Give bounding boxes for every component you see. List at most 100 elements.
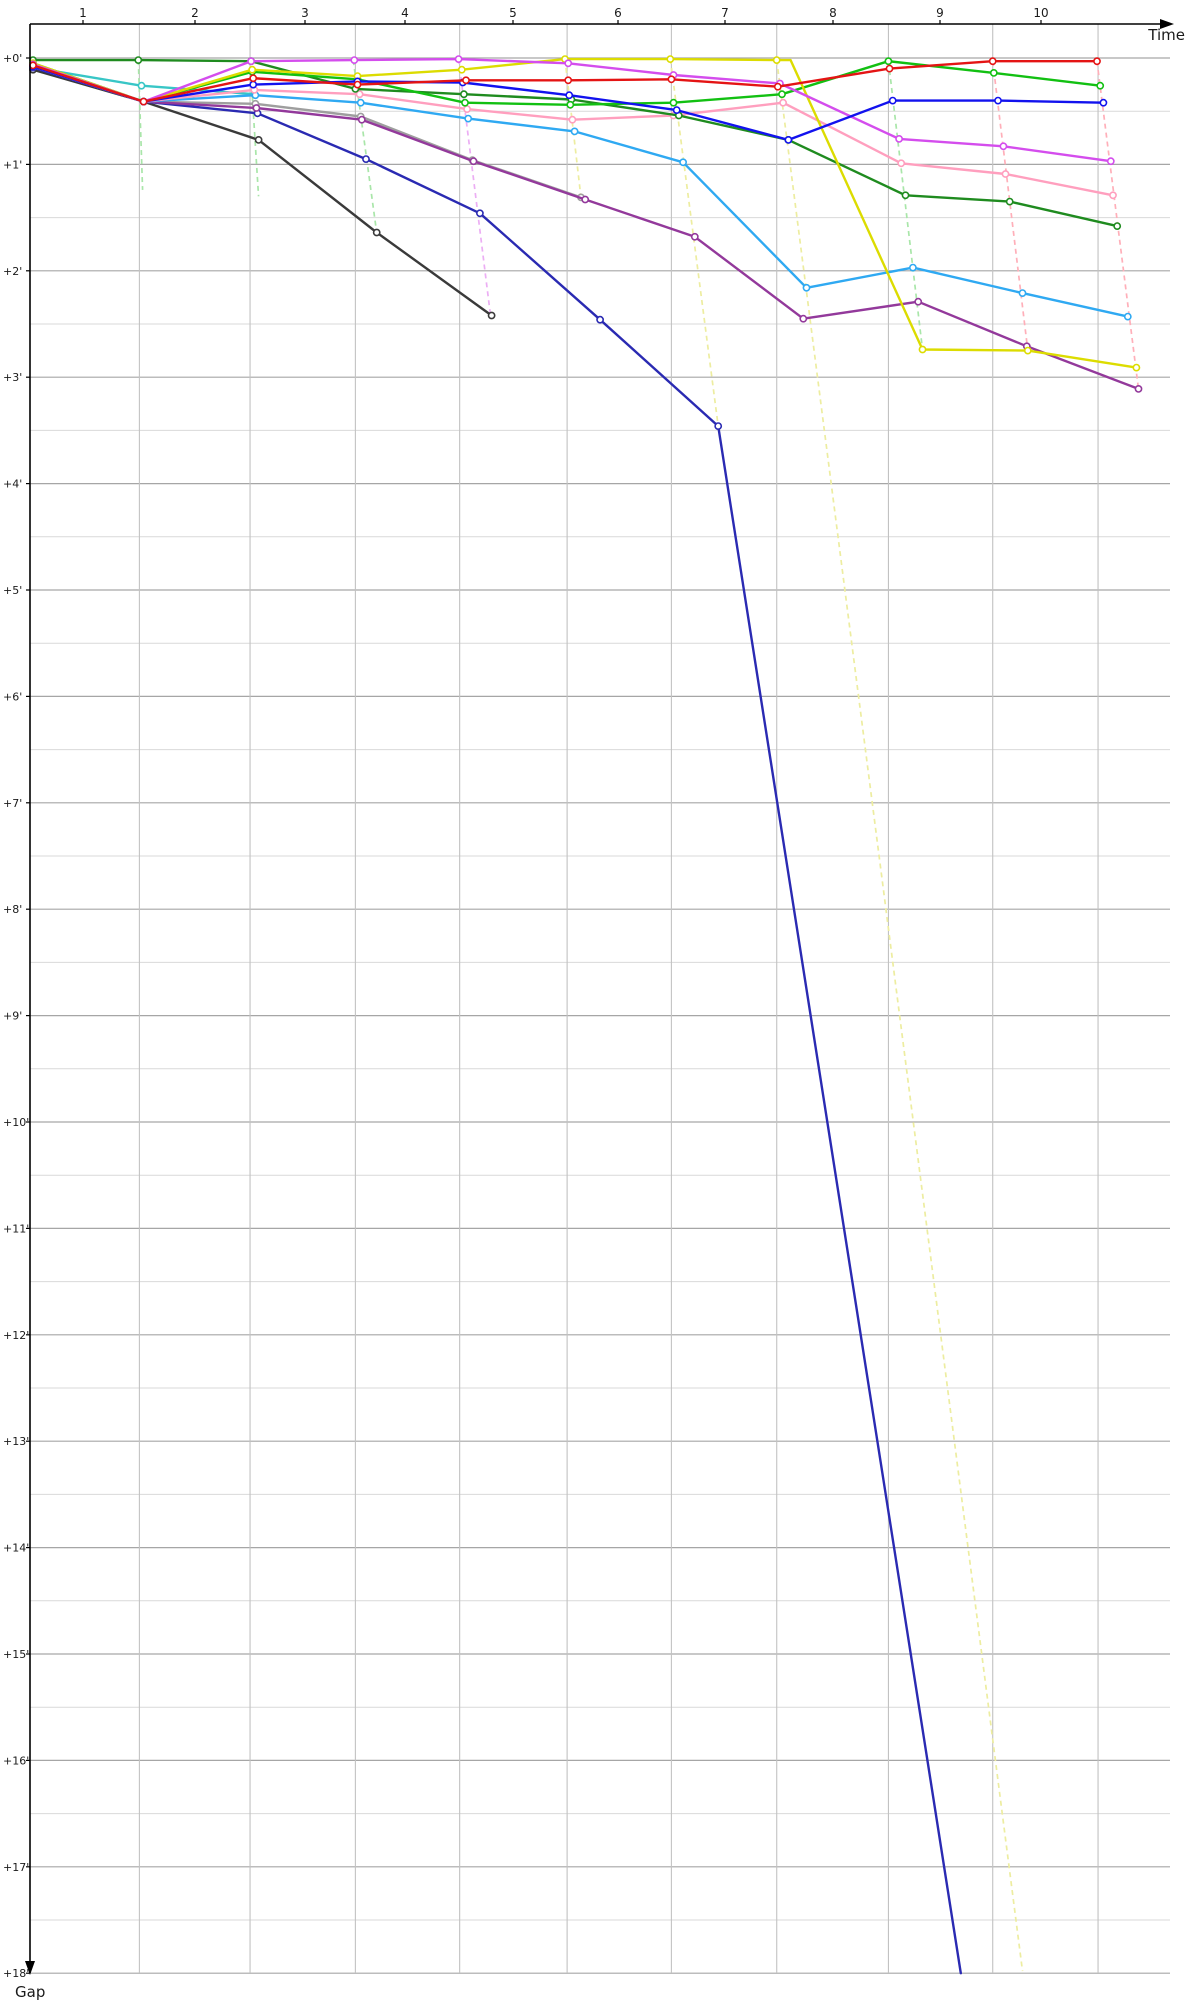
data-point-yellow — [457, 65, 466, 74]
data-point-black — [372, 228, 381, 237]
data-point-dark-green — [1005, 197, 1014, 206]
data-point-bright-green — [1096, 81, 1105, 90]
x-tick-label: 9 — [936, 6, 944, 20]
data-point-bright-green — [989, 69, 998, 77]
data-point-purple — [690, 232, 699, 241]
drop-line-lap6-yellow — [669, 58, 720, 427]
data-point-magenta — [350, 56, 359, 64]
series-line-purple — [31, 65, 1140, 391]
data-point-pink — [355, 90, 364, 99]
data-point-dark-green — [1113, 222, 1122, 230]
data-point-purple — [469, 157, 478, 166]
data-point-bright-green — [566, 100, 575, 109]
data-point-red — [462, 76, 470, 85]
data-point-red — [139, 97, 148, 106]
y-tick-label: +10' — [3, 1116, 29, 1129]
x-tick-label: 7 — [721, 6, 729, 20]
drop-line-lap9-pink — [991, 61, 1029, 351]
x-tick-label: 1 — [79, 6, 87, 20]
data-point-bright-green — [461, 98, 469, 107]
x-tick-label: 2 — [191, 6, 199, 20]
y-tick-label: +5' — [3, 584, 22, 597]
data-point-pink — [1109, 191, 1117, 200]
data-point-bright-green — [669, 98, 678, 107]
y-tick-label: +0' — [3, 52, 22, 65]
data-point-sky-blue — [1018, 289, 1027, 297]
data-point-red — [773, 82, 782, 91]
y-tick-label: +7' — [3, 797, 22, 810]
drop-line-lap7-yellow — [775, 60, 1024, 1972]
data-point-yellow — [772, 56, 781, 64]
data-point-red — [988, 57, 997, 66]
y-tick-label: +12' — [3, 1329, 29, 1342]
series-layer — [29, 55, 1143, 1975]
grid-layer — [30, 24, 1170, 1974]
y-tick-label: +14' — [3, 1542, 29, 1555]
data-point-blue — [565, 91, 574, 100]
data-point-dark-green — [134, 56, 143, 64]
data-point-sky-blue — [909, 263, 917, 272]
y-tick-label: +8' — [3, 903, 22, 916]
data-point-purple — [357, 115, 366, 124]
series-line-yellow — [31, 57, 1138, 369]
data-point-magenta — [454, 55, 463, 63]
x-tick-label: 10 — [1033, 6, 1048, 20]
data-point-purple — [799, 314, 808, 323]
x-tick-label: 4 — [401, 6, 409, 20]
series-line-navy — [31, 66, 962, 1975]
data-point-navy — [362, 155, 370, 163]
data-point-magenta — [1106, 157, 1115, 166]
data-point-red — [249, 74, 258, 83]
data-point-yellow — [1132, 363, 1141, 372]
data-point-blue — [888, 96, 897, 105]
data-point-magenta — [999, 142, 1008, 151]
data-point-yellow — [666, 55, 675, 63]
y-tick-label: +9' — [3, 1010, 22, 1023]
data-point-pink — [1001, 170, 1010, 178]
data-point-pink — [568, 115, 577, 124]
x-tick-label: 8 — [829, 6, 837, 20]
data-point-navy — [596, 315, 604, 324]
x-tick-label: 6 — [614, 6, 622, 20]
data-point-dark-green — [901, 191, 910, 200]
x-tick-label: 5 — [509, 6, 517, 20]
y-tick-label: +13' — [3, 1435, 29, 1448]
y-tick-label: +6' — [3, 690, 22, 703]
data-point-pink — [463, 105, 471, 113]
data-point-blue — [994, 96, 1002, 105]
y-tick-label: +1' — [3, 158, 22, 171]
data-point-purple — [581, 195, 590, 204]
data-point-black — [487, 311, 496, 320]
data-point-red — [885, 64, 894, 73]
data-point-black — [254, 135, 263, 144]
data-point-yellow — [1023, 346, 1032, 355]
data-point-red — [564, 76, 573, 85]
data-point-navy — [475, 209, 484, 218]
data-point-sky-blue — [570, 127, 579, 136]
data-point-pink — [779, 98, 787, 107]
series-line-black — [31, 68, 493, 317]
data-point-yellow — [918, 345, 927, 354]
y-tick-label: +18' — [3, 1967, 29, 1980]
data-point-red — [1093, 57, 1101, 66]
data-point-cyan — [137, 81, 146, 90]
data-point-blue — [1099, 98, 1108, 107]
data-point-sky-blue — [1123, 312, 1132, 321]
data-point-navy — [714, 422, 723, 430]
data-point-magenta — [247, 57, 255, 66]
data-point-blue — [249, 80, 258, 89]
data-point-purple — [252, 104, 261, 112]
drop-line-lap4-violet — [457, 58, 492, 316]
y-tick-label: +15' — [3, 1648, 29, 1661]
data-point-magenta — [564, 59, 573, 68]
data-point-magenta — [895, 134, 903, 143]
x-axis-title: Time — [1147, 26, 1185, 44]
data-point-sky-blue — [679, 158, 687, 167]
data-point-sky-blue — [464, 114, 473, 123]
data-point-blue — [784, 135, 793, 144]
drop-line-lap8-green — [887, 61, 924, 350]
y-axis-title: Gap — [15, 1983, 45, 2000]
y-tick-label: +17' — [3, 1861, 29, 1874]
